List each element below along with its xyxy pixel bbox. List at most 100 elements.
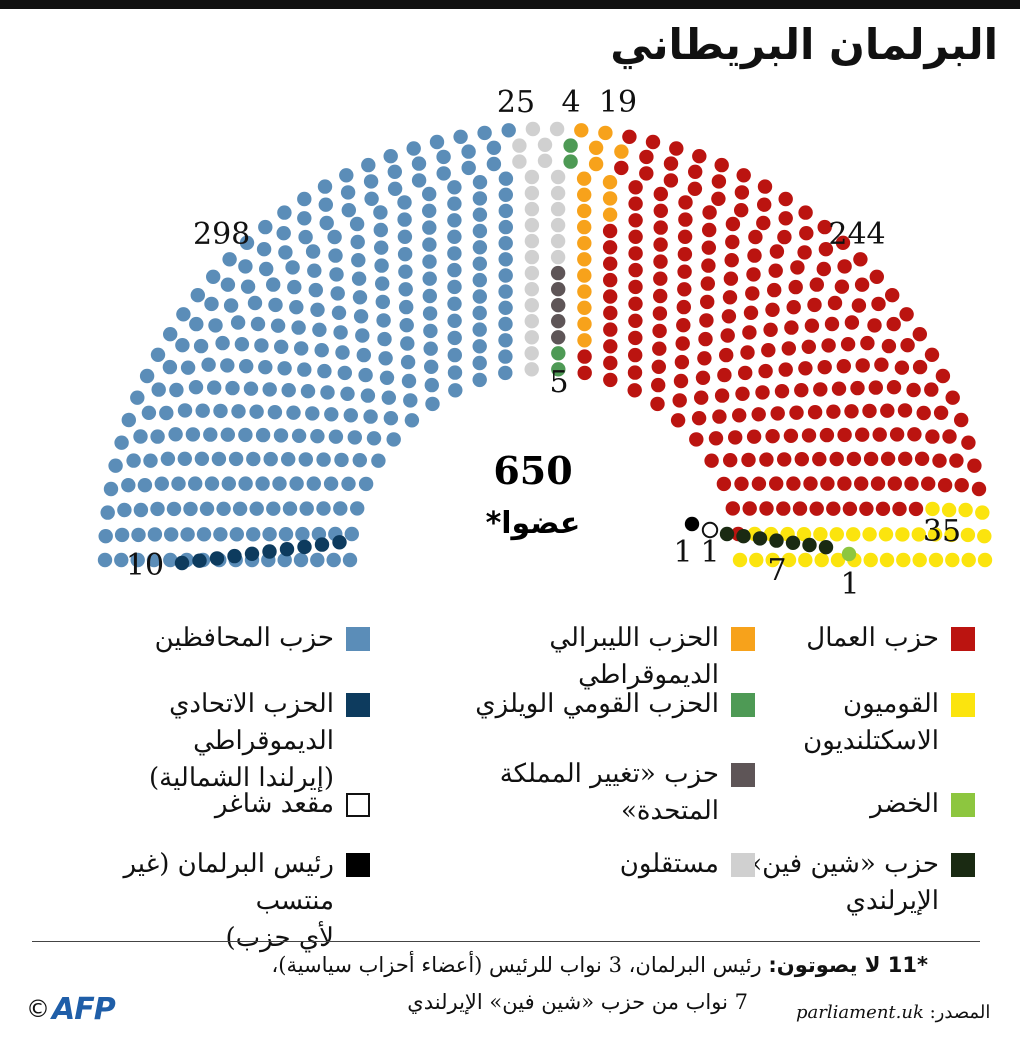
seat-lab — [898, 451, 913, 466]
seat-lab — [855, 427, 870, 442]
seat-lab — [954, 412, 969, 428]
seat-dup — [192, 553, 207, 568]
seat-con — [312, 322, 327, 337]
seat-lab — [908, 501, 924, 517]
seat-snp — [749, 552, 764, 568]
seat-lab — [862, 403, 877, 419]
seat-con — [121, 412, 136, 428]
seat-con — [447, 246, 462, 261]
seat-con — [447, 365, 463, 380]
seat-con — [180, 527, 195, 542]
seat-ind — [512, 154, 527, 169]
seat-con — [316, 501, 331, 516]
seat-con — [498, 171, 514, 186]
seat-con — [358, 367, 373, 383]
seat-ind — [524, 233, 540, 249]
seat-con — [404, 413, 420, 428]
seat-lab — [872, 427, 887, 442]
seat-con — [398, 282, 413, 297]
seat-lab — [924, 382, 939, 397]
seat-con — [375, 276, 390, 291]
seat-snp — [830, 552, 846, 568]
seat-lab — [804, 318, 820, 333]
seat-lab — [676, 318, 691, 333]
seat-cuk — [550, 265, 566, 281]
seat-snp — [945, 552, 960, 568]
seat-con — [249, 404, 264, 419]
seat-con — [387, 164, 402, 179]
seat-lab — [777, 229, 792, 245]
seat-con — [278, 245, 293, 260]
seat-con — [461, 144, 476, 159]
legend-label-plaid: الحزب القومي الويلزي — [475, 689, 719, 719]
seat-lab — [897, 403, 913, 418]
seat-con — [423, 323, 438, 339]
seat-con — [238, 259, 253, 274]
seat-con — [326, 552, 341, 568]
seat-con — [397, 247, 413, 262]
seat-cuk — [551, 314, 566, 329]
seat-lab — [937, 478, 953, 493]
seat-con — [238, 476, 253, 491]
seat-con — [213, 403, 228, 419]
seat-lab — [769, 244, 785, 259]
seat-con — [314, 343, 329, 358]
legend-libdem: الحزب الليبرالي الديموقراطي — [455, 620, 755, 694]
seat-lab — [751, 407, 766, 422]
seat-lab — [756, 215, 771, 231]
seat-lab — [628, 196, 643, 211]
seat-lab — [704, 453, 719, 468]
seat-ind — [550, 249, 566, 265]
seat-con — [424, 359, 439, 374]
seat-lab — [628, 229, 643, 244]
seat-snp — [896, 552, 911, 568]
seat-con — [213, 527, 228, 542]
seat-dup — [227, 548, 242, 564]
seat-lab — [954, 478, 969, 493]
seat-lab — [734, 203, 749, 218]
seat-con — [258, 360, 273, 375]
seat-con — [330, 286, 345, 301]
seat-lab — [786, 300, 801, 315]
seat-con — [137, 478, 153, 493]
swatch-greens — [951, 793, 975, 817]
seat-lab — [740, 345, 755, 360]
seat-snp — [878, 527, 894, 542]
footnote-line-1: *11 لا يصوتون: رئيس البرلمان، 3 نواب للر… — [271, 953, 928, 977]
seat-lab — [851, 298, 867, 313]
seat-con — [163, 327, 178, 342]
seat-con — [387, 181, 403, 196]
seat-con — [453, 129, 468, 144]
seat-ind — [550, 201, 566, 217]
seat-con — [352, 453, 367, 468]
seat-lab — [844, 404, 859, 419]
seat-dup — [262, 544, 277, 559]
seat-lab — [859, 501, 874, 516]
seat-lab — [854, 277, 870, 292]
seat-lab — [863, 451, 879, 467]
seat-con — [220, 358, 235, 373]
seat-lab — [603, 339, 618, 354]
seat-con — [498, 252, 513, 267]
seat-con — [347, 430, 362, 445]
seat-con — [477, 125, 492, 141]
seat-lab — [831, 381, 847, 396]
seat-con — [447, 229, 462, 244]
seat-con — [126, 453, 141, 468]
seat-con — [289, 300, 304, 315]
seat-lab — [768, 263, 783, 278]
seat-con — [177, 403, 193, 418]
seat-con — [238, 427, 253, 443]
seat-dup — [209, 551, 225, 566]
seat-con — [100, 505, 115, 520]
seat-con — [331, 305, 347, 320]
seat-vac — [701, 521, 719, 539]
seat-con — [277, 552, 292, 568]
seat-con — [146, 552, 162, 568]
seat-lab — [889, 427, 905, 442]
seat-con — [150, 347, 166, 362]
seat-con — [356, 347, 371, 363]
seat-lab — [829, 451, 844, 467]
seat-con — [266, 501, 281, 516]
seat-con — [317, 363, 332, 379]
